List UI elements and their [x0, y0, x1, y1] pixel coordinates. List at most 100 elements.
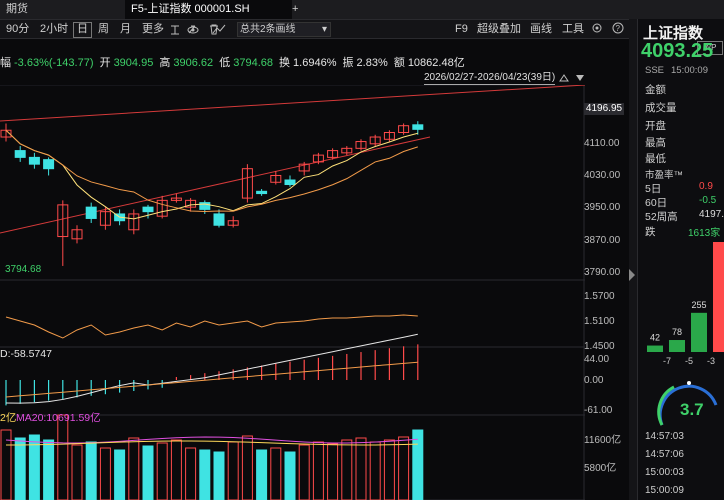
volume-bar: [369, 441, 381, 500]
indicator-line: [5, 314, 418, 339]
kline-chart[interactable]: [0, 85, 585, 500]
dist-label: -7: [663, 356, 671, 366]
candle-body: [227, 220, 239, 226]
candle-body: [241, 168, 253, 199]
volume-bar: [383, 439, 395, 500]
dist-label: -5: [685, 356, 693, 366]
super-overlay-button[interactable]: 超级叠加: [477, 23, 521, 35]
updown-distribution-chart: 4278255716-7-5-3: [647, 242, 724, 366]
quote-time: 15:00:09: [671, 65, 708, 76]
candle-body: [28, 156, 40, 165]
candle-body: [170, 197, 182, 201]
amplitude-value: 2.83%: [356, 57, 388, 69]
question-icon[interactable]: ?: [612, 22, 624, 34]
gear-icon[interactable]: [591, 22, 603, 34]
wp-badge[interactable]: WP: [697, 41, 723, 55]
volume-bar: [298, 444, 310, 500]
period-90min[interactable]: 90分: [6, 23, 30, 35]
dist-bar: [669, 340, 685, 352]
volume-bar: [284, 451, 296, 500]
low-label: 低: [219, 57, 231, 69]
period-2hour[interactable]: 2小时: [40, 23, 69, 35]
period-more[interactable]: 更多: [142, 23, 164, 35]
quote-panel: [637, 19, 724, 500]
volume-bar: [327, 443, 339, 500]
tick-time: 15:00:09: [645, 485, 684, 496]
candle-body: [99, 211, 111, 226]
price-tick: 3790.00: [584, 267, 621, 278]
volume-bar: [142, 445, 154, 500]
pe-5d-label: 5日: [645, 183, 662, 195]
volume-bar: [241, 435, 253, 500]
eye-icon[interactable]: [187, 24, 199, 36]
svg-text:?: ?: [616, 24, 621, 33]
dist-value: 42: [650, 333, 660, 343]
tab-futures[interactable]: 期货: [6, 3, 28, 15]
dist-value: 78: [672, 327, 682, 337]
amount-label: 额: [393, 57, 405, 69]
tick-time: 14:57:06: [645, 449, 684, 460]
volume-bar: [312, 441, 324, 500]
ohlc-info: 幅 -3.63%(-143.77) 开 3904.95 高 3906.62 低 3794…: [0, 55, 468, 71]
f9-button[interactable]: F9: [455, 23, 468, 35]
macd-dea-line: [5, 361, 418, 398]
high-label: 高: [159, 57, 171, 69]
candle-body: [43, 159, 55, 170]
change-label: 幅: [0, 57, 11, 69]
panel-divider[interactable]: [629, 19, 637, 500]
tools-button[interactable]: 工具: [562, 23, 584, 35]
dist-label: -3: [707, 356, 715, 366]
candle-body: [369, 136, 381, 145]
trend-line: [0, 85, 585, 122]
amplitude-label: 振: [342, 57, 354, 69]
drawing-lines-value: 总共2条画线: [240, 24, 296, 35]
ma10-line: [5, 129, 418, 212]
tab-sh-index[interactable]: F5-上证指数 000001.SH: [125, 0, 292, 19]
volume-ma5-line: [5, 440, 418, 446]
trash-icon[interactable]: [208, 23, 220, 35]
volume-bar: [170, 439, 182, 500]
volume-label: 2亿: [0, 412, 17, 424]
period-day[interactable]: 日: [73, 22, 92, 38]
price-tick: 4030.00: [584, 170, 621, 181]
macd-tick: -61.00: [584, 405, 613, 416]
current-price-tag: 4196.95: [584, 103, 624, 115]
volume-bar: [341, 439, 353, 500]
period-month[interactable]: 月: [120, 23, 131, 35]
tick-time: 14:57:03: [645, 431, 684, 442]
draw-tools-icon[interactable]: [169, 23, 231, 36]
volume-ma20-line: [5, 436, 418, 444]
candle-body: [199, 202, 211, 210]
drawing-lines-select[interactable]: 总共2条画线 ▾: [237, 22, 331, 37]
period-week[interactable]: 周: [98, 23, 109, 35]
pe-60d-label: 60日: [645, 197, 668, 209]
volume-bar: [71, 444, 83, 500]
open-label: 开: [99, 57, 111, 69]
volume-bar: [185, 447, 197, 500]
dist-value: 255: [691, 300, 706, 310]
low-marker-label: 3794.68: [5, 264, 42, 275]
candle-body: [213, 213, 225, 226]
collapse-arrow-icon[interactable]: [629, 269, 635, 281]
quote-price: 4093.25: [641, 40, 714, 62]
volume-bar: [43, 439, 55, 500]
macd-dif-line: [5, 333, 418, 404]
candle-body: [270, 174, 282, 183]
volume-bar: [412, 429, 424, 500]
fall-label: 跌: [645, 226, 656, 238]
volume-bar: [156, 442, 168, 500]
drawing-button[interactable]: 画线: [530, 23, 552, 35]
dist-bar: [691, 312, 707, 352]
high-value: 3906.62: [173, 57, 214, 69]
macd-tick: 44.00: [584, 354, 610, 365]
range-marker-icons[interactable]: [558, 73, 588, 83]
new-tab-button[interactable]: +: [292, 3, 299, 15]
volume-bar: [128, 437, 140, 500]
turnover-label: 换: [279, 57, 291, 69]
indicator-tick: 1.5700: [584, 291, 615, 302]
open-row: 开盘: [645, 120, 666, 132]
volume-bar: [114, 449, 126, 500]
tab-bar: 期货 F5-上证指数 000001.SH +: [0, 0, 724, 20]
candle-body: [355, 141, 367, 149]
fall-count: 1613家: [688, 228, 721, 239]
